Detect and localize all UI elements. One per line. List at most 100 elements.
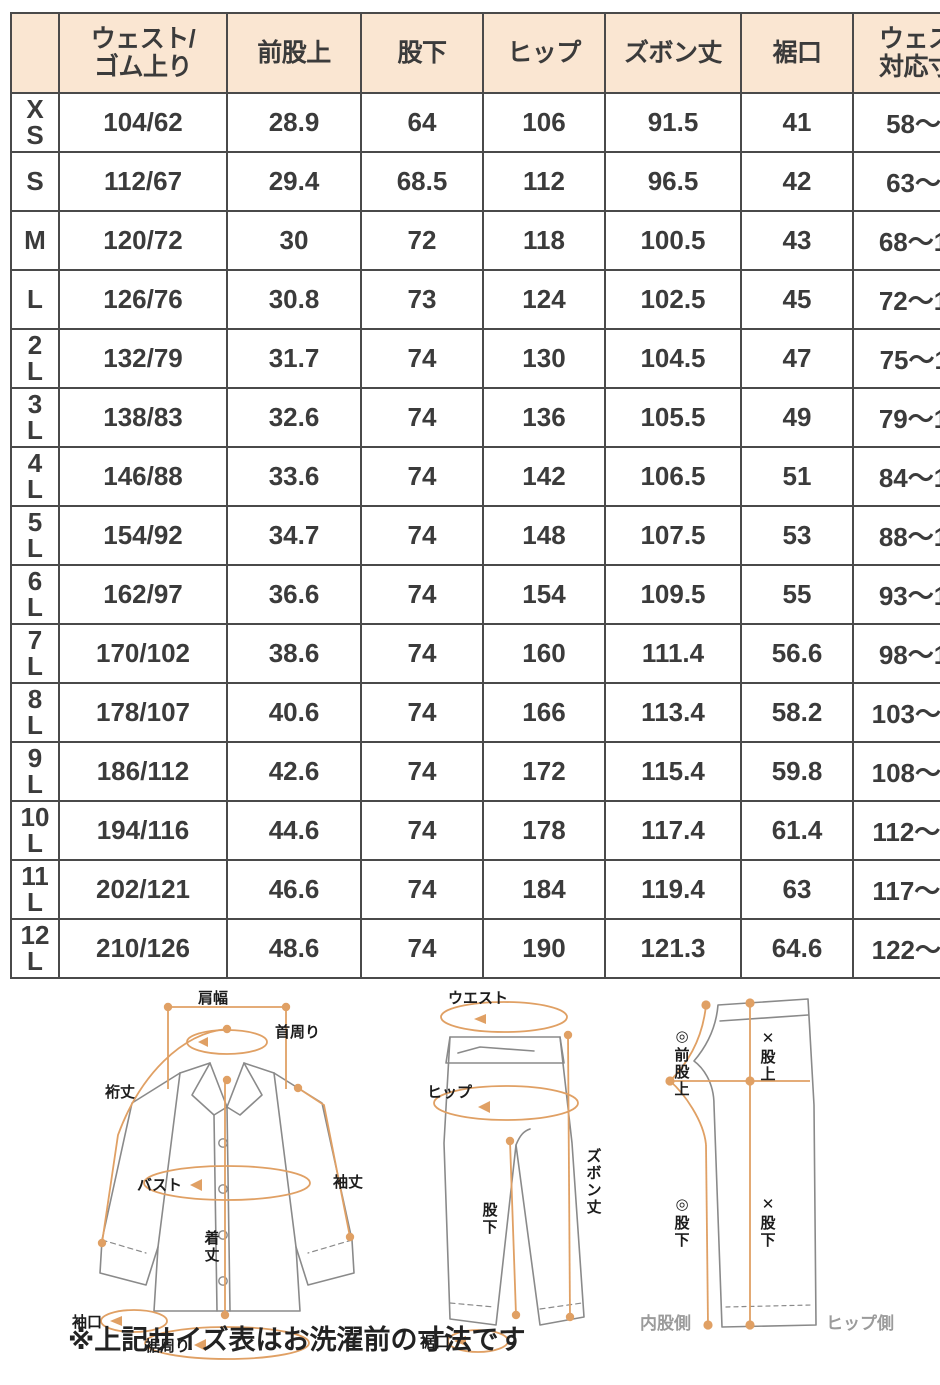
measurement-cell-hip: 166 [482, 682, 606, 743]
measurement-cell-waist: 104/62 [58, 92, 228, 153]
measurement-cell-pantlen: 105.5 [604, 387, 742, 448]
measurement-cell-hip: 118 [482, 210, 606, 271]
rise-label-inner-thigh-side: 内股側 [640, 1313, 691, 1333]
size-label: 11 L [21, 861, 49, 917]
size-label-cell: 7 L [10, 623, 60, 684]
rise-label-outseam: ✕股下 [760, 1196, 776, 1249]
size-label: 7 L [27, 625, 43, 681]
measurement-cell-hip: 136 [482, 387, 606, 448]
measurement-cell-waistfit: 72〜108 [852, 269, 940, 330]
measurement-cell-hem: 58.2 [740, 682, 854, 743]
rise-label-inseam: ◎股下 [674, 1196, 690, 1249]
size-label: X S [26, 94, 44, 150]
size-label: 8 L [27, 684, 43, 740]
measurement-cell-frontrise: 30.8 [226, 269, 362, 330]
measurement-cell-waist: 162/97 [58, 564, 228, 625]
measurement-cell-hip: 160 [482, 623, 606, 684]
measurement-cell-inseam: 68.5 [360, 151, 484, 212]
measurement-cell-waistfit: 108〜170 [852, 741, 940, 802]
measurement-cell-frontrise: 42.6 [226, 741, 362, 802]
measurement-cell-hem: 64.6 [740, 918, 854, 979]
size-chart-table: ウェスト/ゴム上り 前股上 股下 ヒップ ズボン丈 裾口 ウェスト対応寸法 X … [10, 12, 940, 979]
measurement-cell-inseam: 72 [360, 210, 484, 271]
measurement-cell-inseam: 73 [360, 269, 484, 330]
pants-outline [443, 1036, 585, 1326]
measurement-cell-frontrise: 31.7 [226, 328, 362, 389]
measurement-cell-inseam: 64 [360, 92, 484, 153]
shirt-outline [99, 1062, 355, 1312]
column-header-hem-opening: 裾口 [740, 12, 854, 94]
rise-label-rise: ✕股上 [760, 1030, 776, 1083]
measurement-cell-frontrise: 40.6 [226, 682, 362, 743]
measurement-cell-inseam: 74 [360, 446, 484, 507]
pants-label-hip: ヒップ [427, 1084, 473, 1101]
measurement-cell-hip: 190 [482, 918, 606, 979]
measurement-cell-waistfit: 112〜178 [852, 800, 940, 861]
rise-label-rise-group: ✕股上 [760, 1030, 776, 1083]
measurement-cell-hip: 154 [482, 564, 606, 625]
measurement-cell-hem: 43 [740, 210, 854, 271]
measurement-cell-waistfit: 79〜122 [852, 387, 940, 448]
column-header-hip: ヒップ [482, 12, 606, 94]
measurement-cell-waist: 138/83 [58, 387, 228, 448]
measurement-cell-hem: 41 [740, 92, 854, 153]
measurement-cell-pantlen: 113.4 [604, 682, 742, 743]
measurement-cell-inseam: 74 [360, 741, 484, 802]
measurement-cell-frontrise: 29.4 [226, 151, 362, 212]
measurement-cell-pantlen: 109.5 [604, 564, 742, 625]
size-label-cell: 3 L [10, 387, 60, 448]
measurement-cell-waistfit: 117〜186 [852, 859, 940, 920]
measurement-cell-hem: 61.4 [740, 800, 854, 861]
measurement-cell-hip: 142 [482, 446, 606, 507]
measurement-cell-frontrise: 30 [226, 210, 362, 271]
shirt-measure-lines [100, 1006, 351, 1360]
size-label: 2 L [27, 330, 43, 386]
size-label: 6 L [27, 566, 43, 622]
pants-label-inseam: 股下 [482, 1202, 498, 1236]
measurement-cell-pantlen: 119.4 [604, 859, 742, 920]
measurement-cell-pantlen: 96.5 [604, 151, 742, 212]
size-label-cell: 10 L [10, 800, 60, 861]
measurement-cell-hem: 63 [740, 859, 854, 920]
measurement-cell-waistfit: 84〜130 [852, 446, 940, 507]
size-label: 12 L [20, 920, 50, 976]
pants-measure-lines [433, 1001, 579, 1353]
measurement-cell-waist: 186/112 [58, 741, 228, 802]
measurement-cell-hem: 47 [740, 328, 854, 389]
size-label: 9 L [27, 743, 43, 799]
rise-measure-lines [668, 1003, 810, 1326]
measurement-cell-pantlen: 100.5 [604, 210, 742, 271]
measurement-cell-hip: 178 [482, 800, 606, 861]
shirt-buttons [218, 1138, 228, 1286]
measurement-cell-waist: 170/102 [58, 623, 228, 684]
pants-label-pant-length: ズボン丈 [586, 1147, 601, 1216]
measurement-cell-hip: 112 [482, 151, 606, 212]
size-label-cell: 4 L [10, 446, 60, 507]
shirt-label-neck: 首周り [275, 1023, 320, 1041]
measurement-cell-pantlen: 111.4 [604, 623, 742, 684]
measurement-cell-hem: 51 [740, 446, 854, 507]
measurement-cell-hem: 55 [740, 564, 854, 625]
rise-label-hip-side: ヒップ側 [826, 1313, 894, 1333]
size-label: M [24, 224, 46, 255]
shirt-measure-points [97, 1002, 355, 1320]
measurement-cell-frontrise: 32.6 [226, 387, 362, 448]
measurement-cell-waist: 126/76 [58, 269, 228, 330]
pants-measurement-diagram: ウエスト ヒップ ズボン丈 股下 裾口 [419, 990, 602, 1353]
measurement-cell-hip: 148 [482, 505, 606, 566]
shirt-measure-arrows [110, 1037, 208, 1351]
rise-label-front-rise: ◎前股上 [674, 1028, 690, 1098]
measurement-cell-hem: 56.6 [740, 623, 854, 684]
size-label-cell: 6 L [10, 564, 60, 625]
measurement-cell-waistfit: 68〜104 [852, 210, 940, 271]
